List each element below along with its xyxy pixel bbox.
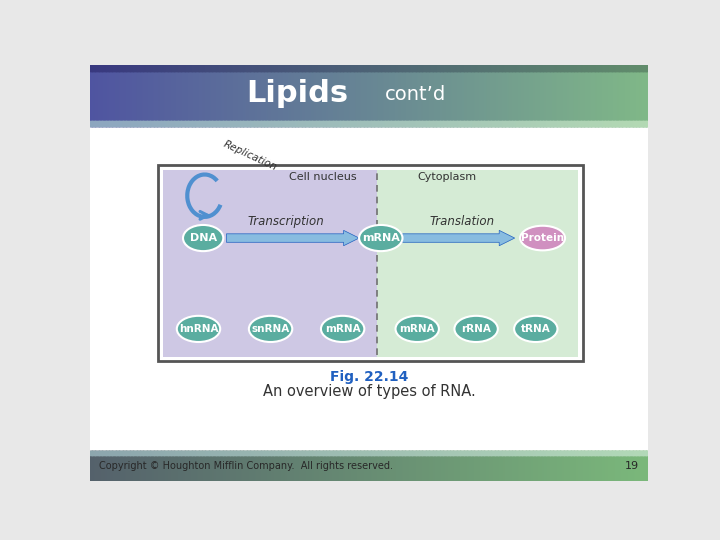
Text: Cytoplasm: Cytoplasm (417, 172, 476, 182)
Text: hnRNA: hnRNA (179, 324, 218, 334)
Text: 19: 19 (624, 461, 639, 471)
Text: cont’d: cont’d (384, 85, 446, 104)
Text: Lipids: Lipids (247, 79, 348, 108)
Text: snRNA: snRNA (251, 324, 289, 334)
Bar (163, 170, 377, 356)
Text: mRNA: mRNA (325, 324, 361, 334)
Text: mRNA: mRNA (400, 324, 435, 334)
Text: Cell nucleus: Cell nucleus (289, 172, 356, 182)
FancyArrow shape (402, 231, 515, 246)
Text: An overview of types of RNA.: An overview of types of RNA. (263, 384, 475, 400)
Ellipse shape (249, 316, 292, 342)
Text: Transcription: Transcription (248, 214, 324, 228)
Bar (90, 126, 648, 451)
Ellipse shape (321, 316, 364, 342)
Ellipse shape (454, 316, 498, 342)
Text: Fig. 22.14: Fig. 22.14 (330, 370, 408, 384)
Text: tRNA: tRNA (521, 324, 551, 334)
Bar (158, 165, 583, 361)
Text: rRNA: rRNA (462, 324, 491, 334)
Text: DNA: DNA (189, 233, 217, 243)
Text: Copyright © Houghton Mifflin Company.  All rights reserved.: Copyright © Houghton Mifflin Company. Al… (99, 461, 393, 471)
Text: mRNA: mRNA (362, 233, 400, 243)
Ellipse shape (395, 316, 439, 342)
Text: Protein: Protein (521, 233, 564, 243)
Text: Translation: Translation (429, 214, 494, 228)
Ellipse shape (359, 225, 402, 251)
Bar (377, 170, 578, 356)
Ellipse shape (183, 225, 223, 251)
Text: Replication: Replication (222, 139, 279, 173)
Ellipse shape (177, 316, 220, 342)
FancyArrow shape (226, 231, 359, 246)
Ellipse shape (520, 226, 565, 251)
Ellipse shape (514, 316, 557, 342)
